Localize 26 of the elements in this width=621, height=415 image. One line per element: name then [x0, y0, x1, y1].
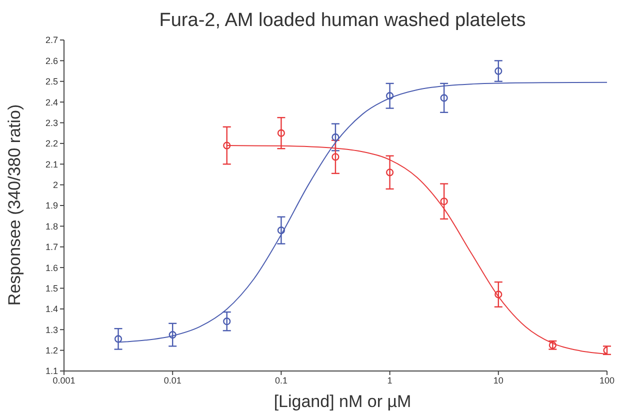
chart-title: Fura-2, AM loaded human washed platelets	[158, 10, 527, 32]
y-tick-label: 1.9	[45, 200, 58, 211]
y-tick-label: 2.6	[45, 56, 58, 66]
y-tick-label: 2.4	[45, 97, 58, 108]
y-tick-label: 2.2	[45, 138, 58, 149]
x-axis-title: [Ligand] nM or µM	[272, 392, 412, 412]
y-tick-label: 1.6	[45, 262, 58, 273]
y-tick-label: 2.1	[45, 159, 58, 170]
y-tick-label: 1.2	[45, 346, 58, 356]
y-tick-label: 1.8	[45, 221, 58, 232]
y-tick-label: 1.7	[45, 242, 58, 252]
y-tick-label: 1.5	[45, 283, 58, 294]
x-tick-label: 0.1	[274, 375, 288, 386]
x-tick-label: 0.001	[52, 375, 76, 386]
x-tick-label: 0.01	[164, 375, 182, 386]
y-tick-label: 1.1	[45, 366, 58, 376]
y-tick-label: 2.3	[45, 118, 58, 128]
x-tick-label: 1	[387, 375, 392, 386]
y-tick-label: 1.3	[45, 324, 58, 335]
y-tick-label: 1.4	[45, 304, 58, 314]
y-tick-label: 2.7	[45, 35, 58, 46]
y-tick-label: 2	[52, 180, 58, 190]
y-tick-label: 2.5	[45, 76, 58, 87]
x-tick-label: 10	[493, 375, 504, 386]
x-tick-label: 100	[599, 375, 615, 386]
y-axis-title: Responsee (340/380 ratio)	[5, 104, 25, 306]
